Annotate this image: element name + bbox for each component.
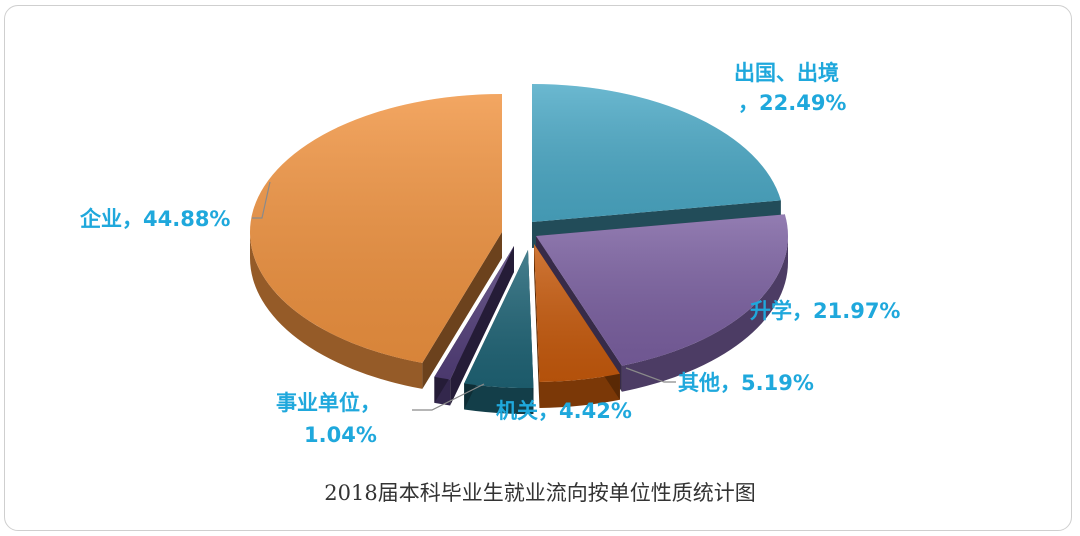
label-chuguo-line2: ，22.49% xyxy=(738,91,846,115)
label-shiye-line1: 事业单位， xyxy=(276,391,381,415)
label-shengxue: 升学，21.97% xyxy=(750,299,900,323)
label-qiye: 企业，44.88% xyxy=(79,207,230,231)
leader-line-qita xyxy=(625,367,676,383)
slice-side-shengxue xyxy=(621,236,789,392)
label-qita: 其他，5.19% xyxy=(678,371,814,395)
slice-gloss-shiye xyxy=(434,246,514,380)
chart-title: 2018届本科毕业生就业流向按单位性质统计图 xyxy=(324,481,755,505)
slice-gloss-qiye xyxy=(250,94,502,363)
slice-wall-qita-1 xyxy=(534,244,540,408)
slice-gloss-qita xyxy=(534,244,620,382)
label-jiguan: 机关，4.42% xyxy=(496,399,632,423)
slice-side-qiye xyxy=(250,232,423,389)
leader-line-qiye xyxy=(252,181,271,219)
slice-wall-qiye-0 xyxy=(422,232,502,389)
slice-side-jiguan xyxy=(464,383,534,414)
slice-gloss-jiguan xyxy=(464,250,534,388)
leader-line-shiye xyxy=(412,383,485,411)
slice-side-qita xyxy=(539,373,620,408)
slice-gloss-shengxue xyxy=(536,214,788,366)
label-shiye-line2: 1.04% xyxy=(304,423,377,447)
pie-slices xyxy=(250,84,789,414)
label-chuguo-line1: 出国、出境 xyxy=(734,61,839,85)
slice-gloss-chuguo xyxy=(532,84,781,222)
